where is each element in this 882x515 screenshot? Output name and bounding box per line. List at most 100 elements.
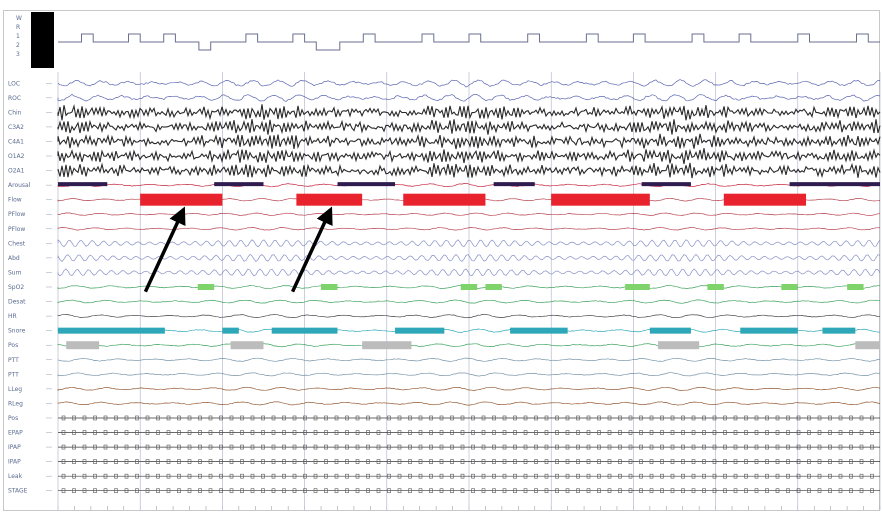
epoch-value-marker (712, 444, 717, 450)
epoch-value-marker (471, 415, 475, 421)
epoch-value-marker (82, 430, 87, 435)
epoch-value-marker (681, 459, 685, 464)
apnea-event-bar (551, 193, 650, 206)
epoch-value-marker (72, 444, 76, 450)
epoch-value-marker (198, 459, 202, 464)
epoch-value-marker (628, 444, 633, 450)
epoch-value-marker (313, 430, 318, 435)
epoch-value-marker (439, 415, 444, 421)
epoch-value-marker (450, 473, 454, 479)
epoch-value-marker (828, 459, 832, 464)
epoch-value-marker (303, 430, 307, 435)
epoch-value-marker (61, 473, 66, 479)
epoch-value-marker (387, 415, 391, 421)
epoch-value-marker (849, 415, 853, 421)
epoch-value-marker (628, 430, 633, 435)
epoch-value-marker (366, 415, 370, 421)
epoch-value-marker (166, 444, 171, 450)
epoch-value-marker (345, 415, 349, 421)
epoch-value-marker (471, 459, 475, 464)
epoch-value-marker (639, 488, 643, 494)
epoch-value-marker (345, 473, 349, 479)
epoch-value-marker (660, 459, 664, 464)
channel-label: O2A1 (8, 168, 25, 175)
epoch-value-marker (597, 444, 601, 450)
epoch-value-marker (261, 488, 265, 494)
epoch-value-marker (670, 430, 675, 435)
epoch-value-marker (597, 430, 601, 435)
channel-trace (57, 93, 881, 102)
epoch-value-marker (261, 444, 265, 450)
snore-segment (822, 327, 856, 334)
epoch-value-marker (240, 415, 244, 421)
channel-label: SpO2 (8, 284, 24, 291)
epoch-value-marker (807, 473, 811, 479)
epoch-value-marker (628, 488, 633, 494)
epoch-value-marker (418, 415, 423, 421)
epoch-value-marker (387, 473, 391, 479)
channel-trace (57, 357, 881, 362)
epoch-value-marker (838, 430, 843, 435)
epoch-value-marker (282, 430, 286, 435)
epoch-value-marker (870, 415, 874, 421)
epoch-value-marker (376, 473, 381, 479)
epoch-value-marker (534, 459, 538, 464)
channel-trace (57, 212, 881, 216)
epoch-value-marker (565, 430, 570, 435)
epoch-value-marker (481, 444, 486, 450)
epoch-value-marker (198, 430, 202, 435)
epoch-value-marker (166, 488, 171, 494)
epoch-value-marker (124, 459, 129, 464)
hypnogram-stage-key-block (31, 12, 54, 68)
channel-trace (57, 79, 881, 88)
epoch-value-marker (859, 459, 864, 464)
epoch-value-marker (145, 473, 150, 479)
epoch-value-marker (124, 430, 129, 435)
epoch-value-marker (282, 459, 286, 464)
epoch-value-marker (471, 488, 475, 494)
epoch-value-marker (292, 473, 297, 479)
epoch-value-marker (607, 488, 612, 494)
epoch-value-marker (61, 459, 66, 464)
epoch-value-marker (502, 473, 507, 479)
epoch-value-marker (187, 473, 192, 479)
epoch-value-marker (628, 473, 633, 479)
epoch-value-marker (460, 430, 465, 435)
epoch-value-marker (744, 473, 748, 479)
epoch-value-marker (103, 444, 108, 450)
arousal-bar (789, 182, 880, 187)
epoch-value-marker (271, 430, 276, 435)
epoch-value-marker (712, 430, 717, 435)
epoch-value-marker (156, 473, 160, 479)
epoch-value-marker (807, 415, 811, 421)
epoch-value-marker (775, 415, 780, 421)
snore-segment (395, 327, 445, 334)
epoch-value-marker (229, 488, 234, 494)
epoch-value-marker (691, 459, 696, 464)
channel-label: IPAP (8, 459, 21, 466)
epoch-value-marker (387, 444, 391, 450)
snore-segment (222, 327, 239, 334)
epoch-value-marker (544, 415, 549, 421)
epoch-value-marker (586, 473, 591, 479)
epoch-value-marker (429, 488, 433, 494)
epoch-value-marker (796, 459, 801, 464)
epoch-value-marker (177, 473, 181, 479)
epoch-value-marker (156, 488, 160, 494)
epoch-value-marker (61, 415, 66, 421)
epoch-value-marker (492, 430, 496, 435)
epoch-value-marker (523, 459, 528, 464)
epoch-value-marker (103, 415, 108, 421)
epoch-value-marker (114, 459, 118, 464)
epoch-value-marker (366, 473, 370, 479)
epoch-value-marker (618, 415, 622, 421)
epoch-value-marker (523, 415, 528, 421)
epoch-value-marker (534, 430, 538, 435)
epoch-value-marker (607, 473, 612, 479)
epoch-value-marker (565, 459, 570, 464)
epoch-value-marker (303, 488, 307, 494)
epoch-value-marker (849, 473, 853, 479)
epoch-value-marker (208, 459, 213, 464)
epoch-value-marker (733, 444, 738, 450)
epoch-value-marker (229, 430, 234, 435)
